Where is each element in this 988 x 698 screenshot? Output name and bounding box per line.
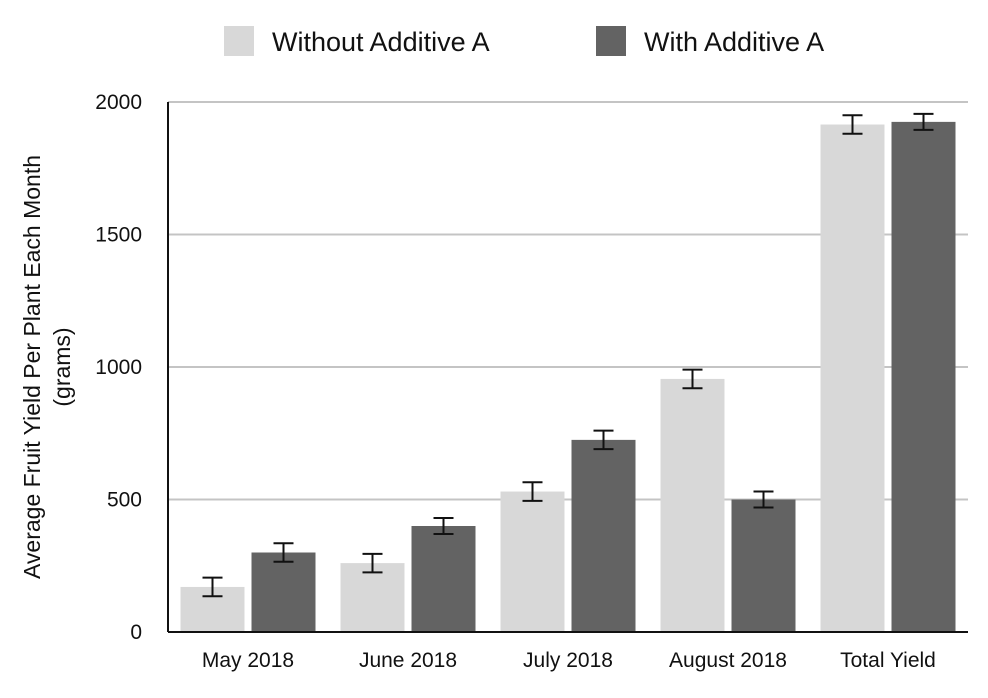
error-bar-without-additive-0 (202, 576, 223, 598)
x-category-1: June 2018 (359, 649, 457, 672)
bars (180, 121, 956, 633)
bar-with-additive-0 (251, 552, 316, 632)
y-tick-1500: 1500 (95, 224, 142, 247)
y-tick-1000: 1000 (95, 356, 142, 379)
error-bar-without-additive-2 (522, 481, 543, 502)
error-bar-with-additive-2 (593, 429, 614, 451)
x-category-2: July 2018 (523, 649, 613, 672)
error-bar-without-additive-3 (682, 368, 703, 390)
bar-without-additive-3 (660, 378, 725, 632)
x-category-3: August 2018 (669, 649, 787, 672)
y-tick-500: 500 (107, 489, 142, 512)
error-bar-with-additive-0 (273, 542, 294, 563)
bar-with-additive-1 (411, 526, 476, 632)
y-axis-title-line-2: (grams) (49, 327, 75, 406)
x-category-labels: May 2018 June 2018 July 2018 August 2018 Tot… (202, 649, 936, 672)
bar-without-additive-2 (500, 491, 565, 632)
x-category-4: Total Yield (840, 649, 936, 672)
legend: Without Additive A With Additive A (224, 26, 824, 57)
bar-with-additive-3 (731, 499, 796, 632)
legend-item-with-additive: With Additive A (596, 26, 824, 57)
bar-without-additive-4 (820, 124, 885, 633)
y-tick-labels: 0 500 1000 1500 2000 (95, 91, 142, 644)
legend-swatch (596, 26, 626, 56)
x-category-0: May 2018 (202, 649, 294, 672)
bar-with-additive-4 (891, 121, 956, 632)
y-axis-title: Average Fruit Yield Per Plant Each Month… (19, 155, 75, 579)
error-bar-with-additive-3 (753, 490, 774, 509)
legend-swatch (224, 26, 254, 56)
axes (167, 102, 968, 633)
legend-item-without-additive: Without Additive A (224, 26, 490, 57)
bar-without-additive-1 (340, 563, 405, 632)
error-bar-with-additive-4 (913, 112, 934, 131)
legend-label: Without Additive A (272, 27, 490, 57)
legend-label: With Additive A (644, 27, 824, 57)
error-bar-with-additive-1 (433, 517, 454, 535)
y-tick-0: 0 (130, 621, 142, 644)
error-bar-without-additive-1 (362, 552, 383, 574)
bar-with-additive-2 (571, 439, 636, 632)
error-bars (202, 112, 934, 598)
y-tick-2000: 2000 (95, 91, 142, 114)
y-axis-title-line-1: Average Fruit Yield Per Plant Each Month (19, 155, 45, 579)
error-bar-without-additive-4 (842, 114, 863, 135)
